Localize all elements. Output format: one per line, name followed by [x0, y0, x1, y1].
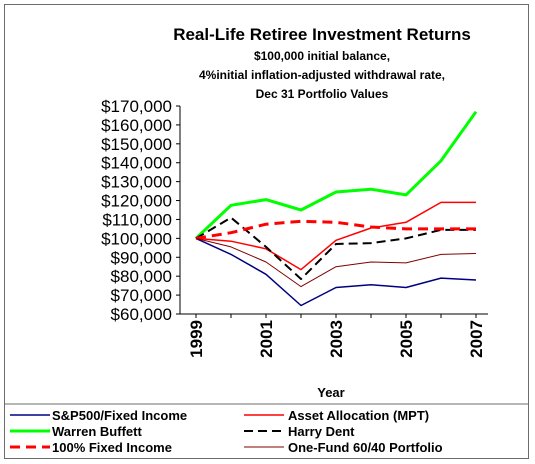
- x-tick-label: 2003: [327, 320, 346, 358]
- y-tick-label: $70,000: [111, 286, 172, 305]
- x-tick-label: 2001: [257, 320, 276, 358]
- legend-label-s-p500-fixed-income: S&P500/Fixed Income: [52, 408, 187, 423]
- y-tick-label: $110,000: [102, 210, 172, 229]
- y-tick-label: $140,000: [101, 154, 172, 173]
- y-tick-label: $80,000: [111, 267, 172, 286]
- legend-label-harry-dent: Harry Dent: [288, 424, 355, 439]
- y-tick-label: $120,000: [101, 192, 172, 211]
- y-tick-label: $90,000: [111, 248, 172, 267]
- series-line-one-fund-60-40-portfolio: [195, 237, 477, 288]
- series-lines: [194, 110, 478, 307]
- series-line-harry-dent: [195, 216, 476, 280]
- x-tick-label: 1999: [187, 320, 206, 358]
- chart-title: Real-Life Retiree Investment Returns: [173, 25, 471, 44]
- series-line-warren-buffett: [194, 110, 478, 240]
- chart-subtitle-line-2: 4%initial inflation-adjusted withdrawal …: [199, 68, 445, 82]
- series-line-s-p500-fixed-income: [195, 237, 477, 307]
- y-tick-label: $130,000: [101, 173, 172, 192]
- legend-label-asset-allocation-mpt: Asset Allocation (MPT): [288, 408, 429, 423]
- x-axis-label: Year: [317, 385, 344, 400]
- chart-subtitle-line-3: Dec 31 Portfolio Values: [256, 87, 389, 101]
- y-tick-label: $160,000: [101, 116, 172, 135]
- y-tick-label: $170,000: [101, 97, 172, 116]
- chart-frame: [4, 4, 529, 459]
- x-tick-label: 2005: [397, 320, 416, 358]
- y-axis-ticks: $60,000$70,000$80,000$90,000$100,000$110…: [101, 97, 180, 324]
- y-tick-label: $60,000: [111, 305, 172, 324]
- chart-subtitle-line-1: $100,000 initial balance,: [254, 49, 390, 63]
- legend-label-one-fund-60-40-portfolio: One-Fund 60/40 Portfolio: [288, 440, 443, 455]
- series-line-asset-allocation-mpt: [195, 201, 476, 271]
- legend-label-warren-buffett: Warren Buffett: [52, 424, 142, 439]
- legend: S&P500/Fixed Income Asset Allocation (MPT…: [10, 408, 443, 455]
- y-tick-label: $100,000: [101, 229, 172, 248]
- x-axis-ticks: 1999 2001 2003 2005 2007: [187, 314, 486, 358]
- x-tick-label: 2007: [467, 320, 486, 358]
- y-tick-label: $150,000: [101, 135, 172, 154]
- legend-label-100-fixed-income: 100% Fixed Income: [52, 440, 172, 455]
